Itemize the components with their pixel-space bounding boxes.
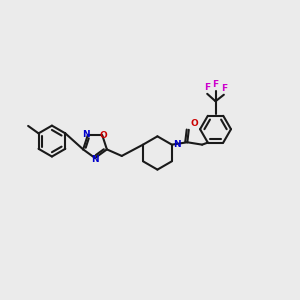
Text: N: N	[173, 140, 181, 148]
Text: F: F	[221, 84, 227, 93]
Text: O: O	[100, 131, 107, 140]
Text: N: N	[82, 130, 90, 139]
Text: O: O	[190, 119, 198, 128]
Text: F: F	[212, 80, 219, 89]
Text: N: N	[91, 155, 99, 164]
Text: F: F	[204, 83, 210, 92]
